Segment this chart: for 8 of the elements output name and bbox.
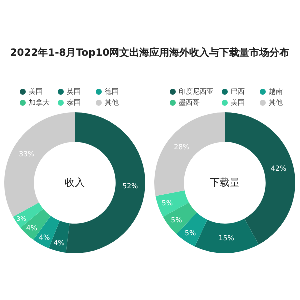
text: 收入: [65, 177, 85, 189]
donut-slice: [49, 221, 70, 253]
donut-slice: [156, 190, 190, 217]
donut-slice: [194, 218, 259, 254]
text: 下载量: [210, 177, 240, 189]
donut-slice: [4, 112, 75, 217]
chart-title: 2022年1-8月Top10网文出海应用海外收入与下载量市场分布: [9, 46, 291, 60]
donut-slice: [66, 112, 146, 254]
